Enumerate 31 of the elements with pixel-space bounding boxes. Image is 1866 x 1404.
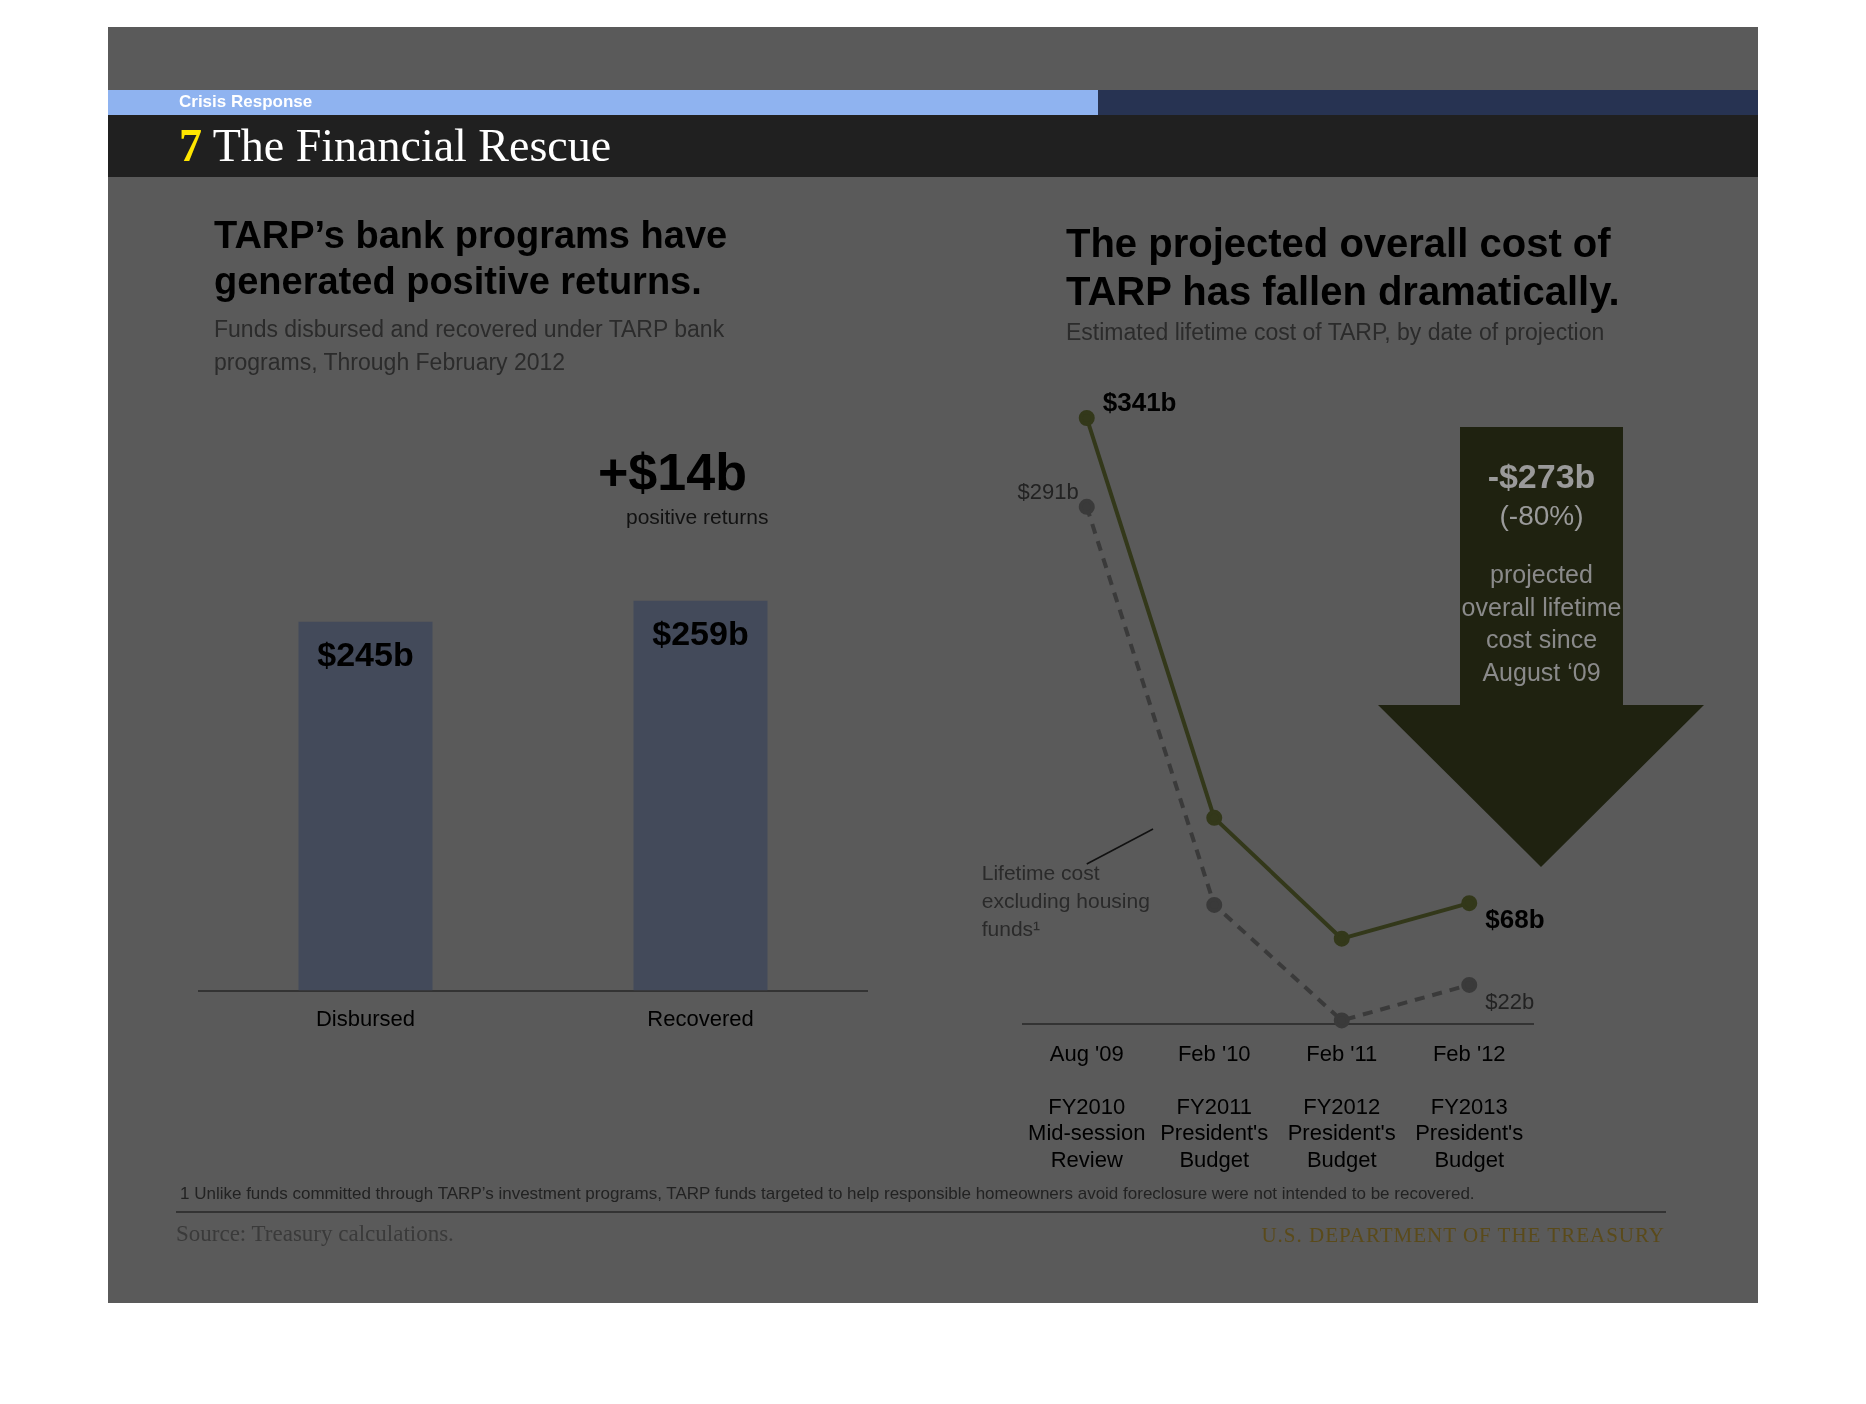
x-tick-label: Disbursed bbox=[315, 1005, 416, 1031]
annotation: (-80%) bbox=[1498, 500, 1585, 532]
text: +$14b bbox=[598, 442, 747, 502]
category-label: Feb '12 FY2013 President's Budget bbox=[1415, 1041, 1524, 1172]
data-label: $22b bbox=[1485, 988, 1535, 1014]
point bbox=[1333, 1012, 1350, 1029]
x-tick-label: Recovered bbox=[647, 1005, 754, 1031]
point bbox=[1078, 498, 1095, 515]
point bbox=[1333, 930, 1350, 947]
data-label: $259b bbox=[652, 614, 749, 653]
category-label: Feb '10 FY2011 President's Budget bbox=[1160, 1041, 1269, 1172]
data-label: $245b bbox=[317, 635, 414, 674]
text: U.S. DEPARTMENT OF THE TREASURY bbox=[1261, 1223, 1665, 1248]
chart-title: TARP’s bank programs have generated positive returns. bbox=[214, 213, 729, 304]
point bbox=[1461, 976, 1478, 993]
annotation: -$273b bbox=[1486, 457, 1597, 496]
data-label: $291b bbox=[1017, 478, 1079, 504]
category-label: Aug '09 FY2010 Mid-session Review bbox=[1028, 1041, 1146, 1172]
chart-title: The projected overall cost of TARP has fallen dramatically. bbox=[1066, 220, 1621, 315]
category-label: Feb '11 FY2012 President's Budget bbox=[1287, 1041, 1396, 1172]
point bbox=[1206, 896, 1223, 913]
text: 7 The Financial Rescue bbox=[179, 119, 612, 172]
text: Crisis Response bbox=[179, 92, 313, 112]
point bbox=[1078, 409, 1095, 426]
text: 1 Unlike funds committed through TARP’s investment programs, TARP funds targeted to help responsible homeowners avoid foreclosure were not intended to be recovered. bbox=[180, 1184, 1475, 1204]
point bbox=[1461, 895, 1478, 912]
data-label: $68b bbox=[1485, 904, 1545, 935]
annotation: projected overall lifetime cost since August ‘09 bbox=[1460, 559, 1623, 688]
point bbox=[1206, 809, 1223, 826]
data-label: $341b bbox=[1102, 387, 1177, 418]
text: positive returns bbox=[626, 505, 769, 529]
